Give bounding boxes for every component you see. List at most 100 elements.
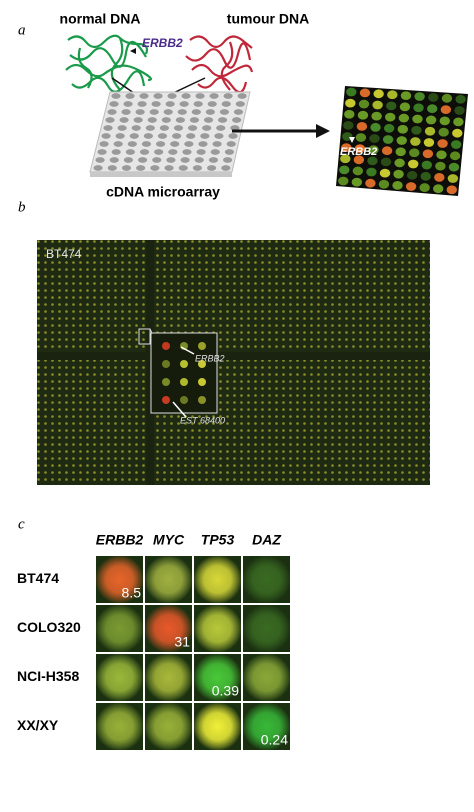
array-spot [221, 101, 231, 107]
dna-strand [77, 47, 93, 89]
array-spot [137, 101, 147, 107]
gene-label: ERBB2 [142, 36, 183, 50]
inset-spot [162, 378, 170, 386]
scan-spot [454, 106, 465, 115]
array-spot [202, 125, 212, 131]
row-header: XX/XY [17, 717, 59, 733]
zoom-source [138, 328, 151, 345]
array-spot [123, 157, 134, 163]
scan-spot [355, 133, 367, 142]
array-spot [186, 133, 196, 139]
array-spot [223, 93, 233, 99]
array-spot [111, 93, 121, 99]
array-spot [95, 157, 105, 163]
scan-spot [446, 185, 457, 195]
array-spot [189, 117, 200, 123]
scan-spot [358, 99, 370, 109]
scan-spot [423, 138, 435, 147]
scan-spot [346, 87, 357, 97]
array-spot [207, 101, 217, 107]
cell-spot [242, 555, 291, 604]
array-spot [237, 93, 247, 99]
array-spot [226, 141, 236, 147]
arrowhead [349, 137, 355, 143]
array-spot [191, 109, 201, 115]
scan-spot [441, 93, 453, 103]
scan-spot [394, 158, 405, 168]
panel-label: b [18, 199, 26, 215]
array-spot [131, 125, 141, 131]
scan-spot [421, 160, 433, 170]
scan-spot [448, 162, 460, 172]
array-spot [175, 117, 185, 123]
array-spot [119, 117, 129, 123]
column-header: ERBB2 [96, 532, 144, 548]
scan-spot [425, 115, 437, 125]
scan-spot [434, 172, 445, 182]
array-spot [192, 165, 203, 171]
array-spot [157, 133, 168, 139]
array-spot [194, 157, 204, 163]
array-spot [223, 157, 233, 163]
cell-spot [95, 702, 144, 751]
scan-spot [411, 125, 422, 135]
dna-strand [220, 41, 234, 91]
cell-spot [193, 555, 242, 604]
array-spot [101, 133, 111, 139]
normal-dna [65, 34, 153, 93]
scan-spot [400, 91, 412, 101]
array-spot [93, 165, 103, 171]
array-spot [153, 93, 163, 99]
scan-spot [387, 90, 398, 100]
ratio-label: 8.5 [122, 585, 142, 601]
scan-spot [450, 140, 462, 149]
inset-spot [162, 342, 170, 350]
array-spot [173, 125, 184, 131]
array-spot [143, 133, 153, 139]
column-header: MYC [153, 532, 185, 548]
zoom-inset [150, 332, 218, 418]
array-spot [205, 109, 215, 115]
array-spot [113, 141, 123, 147]
scan-spot [438, 127, 449, 137]
array-spot [147, 117, 157, 123]
inset-spot [180, 396, 188, 404]
scan-spot [357, 110, 369, 120]
array-spot [121, 165, 132, 171]
scan-spot [371, 111, 382, 121]
array-spot [216, 125, 226, 131]
scan-spot [439, 116, 450, 126]
array-spot [121, 109, 131, 115]
array-spot [133, 117, 143, 123]
scan-spot [366, 167, 377, 177]
scan-spot [393, 169, 404, 179]
scan-spot [455, 94, 466, 104]
array-spot [210, 149, 220, 155]
scan-spot [356, 121, 368, 131]
spot-label: EST 68400 [180, 415, 225, 425]
scan-spot [437, 139, 448, 148]
array-spot [208, 157, 219, 163]
scan-spot [354, 144, 366, 154]
array-spot [181, 93, 191, 99]
inset-spot [180, 378, 188, 386]
scan-spot [340, 154, 351, 164]
array-spot [127, 141, 137, 147]
scan-spot [344, 109, 355, 119]
array-spot [149, 109, 159, 115]
cell-spot [95, 604, 144, 653]
array-spot [224, 149, 235, 155]
array-spot [187, 125, 198, 131]
pointer [172, 401, 187, 418]
array-spot [125, 149, 135, 155]
array-spot [232, 117, 242, 123]
array-spot [136, 165, 146, 171]
scan-spot [378, 179, 390, 189]
scan-spot [345, 98, 356, 108]
scan-spot [382, 135, 394, 144]
scan-spot [452, 128, 463, 138]
array-spot [141, 141, 152, 147]
cell-spot [95, 653, 144, 702]
scan-spot [427, 104, 438, 114]
